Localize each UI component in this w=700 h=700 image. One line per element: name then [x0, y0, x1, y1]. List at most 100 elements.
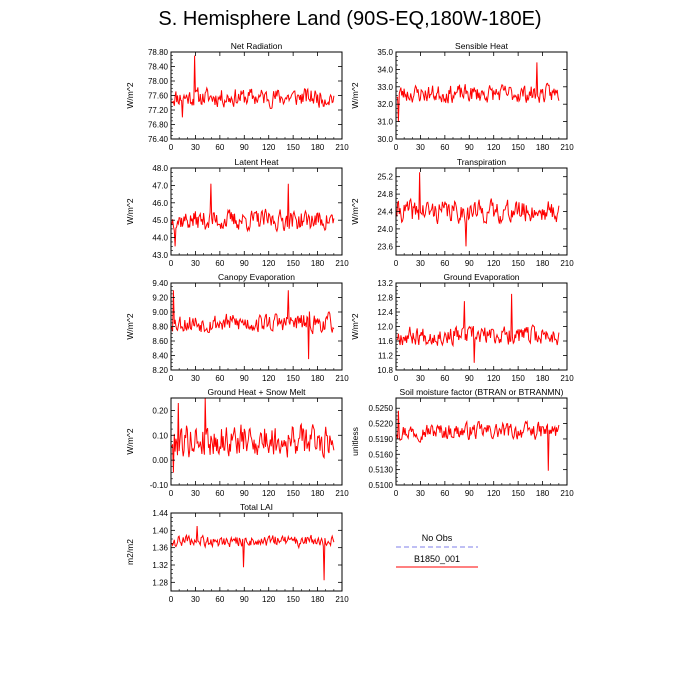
x-tick-label: 60 [440, 259, 449, 268]
x-tick-label: 150 [511, 143, 525, 152]
y-tick-label: 11.2 [378, 352, 394, 361]
x-tick-label: 120 [487, 143, 501, 152]
series-line-B1850_001 [171, 183, 335, 247]
plot-frame [395, 51, 568, 140]
chart-panel-4: Canopy Evaporation W/m^2 0 30 60 90 120 150 180 2… [125, 272, 349, 383]
x-tick-label: 120 [262, 374, 276, 383]
chart-panel-6: Ground Heat + Snow Melt W/m^2 0 30 60 90 120 15… [125, 387, 349, 498]
y-axis-label: W/m^2 [125, 313, 135, 339]
x-tick-label: 180 [536, 489, 550, 498]
chart-title: Ground Heat + Snow Melt [207, 387, 306, 397]
page-title: S. Hemisphere Land (90S-EQ,180W-180E) [158, 8, 542, 30]
chart-panel-7: Soil moisture factor (BTRAN or BTRANMN) u… [350, 387, 574, 498]
series-line-B1850_001 [396, 62, 560, 122]
x-tick-label: 180 [536, 259, 550, 268]
y-tick-label: -0.10 [150, 481, 169, 490]
x-tick-label: 120 [487, 374, 501, 383]
y-tick-label: 34.0 [377, 65, 393, 74]
x-tick-label: 30 [416, 259, 425, 268]
y-tick-label: 0.5220 [369, 420, 394, 429]
y-tick-label: 47.0 [152, 181, 168, 190]
y-tick-label: 48.0 [152, 164, 168, 173]
x-tick-label: 120 [262, 489, 276, 498]
x-tick-label: 210 [560, 374, 574, 383]
y-tick-label: 77.20 [148, 106, 169, 115]
x-tick-label: 0 [169, 259, 174, 268]
x-tick-label: 120 [487, 259, 501, 268]
y-tick-label: 1.28 [152, 578, 168, 587]
chart-panel-3: Transpiration W/m^2 0 30 60 90 120 150 180 210 23.… [350, 157, 574, 268]
x-tick-label: 30 [191, 374, 200, 383]
x-tick-label: 150 [511, 259, 525, 268]
y-axis-label: W/m^2 [125, 82, 135, 108]
x-tick-label: 180 [311, 259, 325, 268]
legend: No Obs B1850_001 [396, 533, 478, 568]
chart-title: Ground Evaporation [443, 272, 519, 282]
x-tick-label: 90 [465, 143, 474, 152]
chart-panel-2: Latent Heat W/m^2 0 30 60 90 120 150 180 210 43.0 4… [125, 157, 349, 268]
y-tick-label: 0.5100 [369, 481, 394, 490]
y-tick-label: 35.0 [377, 48, 393, 57]
chart-title: Sensible Heat [455, 41, 509, 51]
series-line-B1850_001 [171, 290, 335, 360]
y-tick-label: 12.8 [377, 294, 393, 303]
plot-frame [395, 282, 568, 371]
x-tick-label: 0 [169, 595, 174, 604]
x-tick-label: 150 [511, 374, 525, 383]
legend-label-b1850: B1850_001 [414, 554, 460, 564]
y-tick-label: 32.0 [377, 100, 393, 109]
x-tick-label: 180 [536, 374, 550, 383]
x-tick-label: 0 [394, 489, 399, 498]
x-tick-label: 0 [394, 259, 399, 268]
plot-frame [395, 397, 568, 486]
y-tick-label: 1.36 [152, 544, 168, 553]
y-tick-label: 0.5250 [369, 404, 394, 413]
x-tick-label: 60 [215, 489, 224, 498]
y-tick-label: 8.20 [152, 366, 168, 375]
chart-panel-8: Total LAI m2/m2 0 30 60 90 120 150 180 210 1.28 1.3… [125, 502, 349, 604]
series-line-B1850_001 [396, 293, 560, 363]
x-tick-label: 60 [440, 143, 449, 152]
x-tick-label: 210 [335, 489, 349, 498]
y-tick-label: 45.0 [152, 216, 168, 225]
y-tick-label: 10.8 [377, 366, 393, 375]
legend-label-no-obs: No Obs [422, 533, 453, 543]
x-tick-label: 60 [440, 374, 449, 383]
x-tick-label: 120 [487, 489, 501, 498]
y-tick-label: 46.0 [152, 199, 168, 208]
y-axis-label: W/m^2 [350, 313, 360, 339]
x-tick-label: 60 [215, 595, 224, 604]
chart-title: Net Radiation [231, 41, 283, 51]
y-tick-label: 78.00 [148, 77, 169, 86]
chart-title: Soil moisture factor (BTRAN or BTRANMN) [400, 387, 564, 397]
x-tick-label: 60 [215, 374, 224, 383]
x-tick-label: 180 [311, 374, 325, 383]
y-tick-label: 23.6 [377, 242, 393, 251]
x-tick-label: 150 [511, 489, 525, 498]
y-axis-label: m2/m2 [125, 539, 135, 565]
x-tick-label: 180 [311, 595, 325, 604]
y-tick-label: 12.0 [377, 323, 393, 332]
x-tick-label: 90 [240, 595, 249, 604]
y-tick-label: 8.80 [152, 323, 168, 332]
x-tick-label: 150 [286, 489, 300, 498]
x-tick-label: 150 [286, 595, 300, 604]
x-tick-label: 0 [394, 143, 399, 152]
y-tick-label: 78.80 [148, 48, 169, 57]
x-tick-label: 120 [262, 259, 276, 268]
y-tick-label: 43.0 [152, 251, 168, 260]
x-tick-label: 90 [240, 259, 249, 268]
x-tick-label: 210 [335, 374, 349, 383]
y-tick-label: 30.0 [377, 135, 393, 144]
x-tick-label: 60 [215, 259, 224, 268]
y-tick-label: 24.0 [377, 225, 393, 234]
x-tick-label: 210 [560, 489, 574, 498]
chart-panel-5: Ground Evaporation W/m^2 0 30 60 90 120 150 180 2… [350, 272, 574, 383]
y-axis-label: W/m^2 [350, 82, 360, 108]
y-tick-label: 78.40 [148, 63, 169, 72]
x-tick-label: 90 [465, 374, 474, 383]
x-tick-label: 150 [286, 143, 300, 152]
x-tick-label: 120 [262, 595, 276, 604]
y-tick-label: 0.00 [152, 456, 168, 465]
chart-title: Latent Heat [235, 157, 280, 167]
